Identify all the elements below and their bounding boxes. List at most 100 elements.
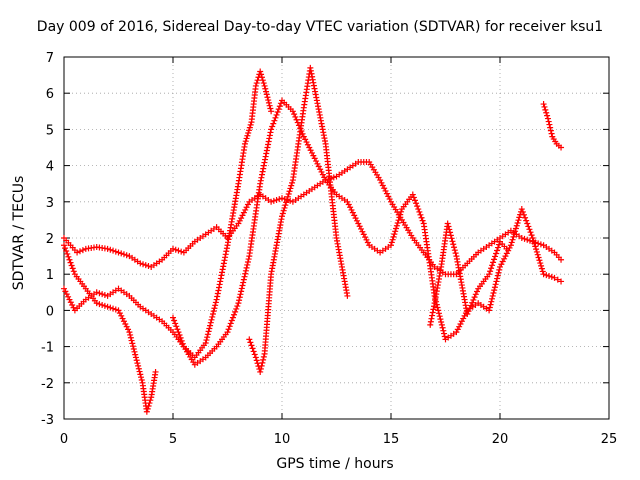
data-point [257, 180, 264, 187]
data-point [449, 238, 456, 245]
data-point [362, 234, 369, 241]
data-point [143, 408, 150, 415]
data-point [306, 144, 313, 151]
data-point [203, 337, 210, 344]
data-point [470, 296, 477, 303]
data-point [263, 147, 270, 154]
data-point [173, 323, 180, 330]
data-point [393, 225, 400, 232]
data-point [317, 166, 324, 173]
data-point [511, 231, 518, 238]
data-point [260, 353, 267, 360]
data-point [142, 262, 149, 269]
data-point [93, 289, 100, 296]
data-point [282, 202, 289, 209]
data-point [430, 303, 437, 310]
data-point [120, 251, 127, 258]
data-point [419, 217, 426, 224]
data-point [440, 327, 447, 334]
data-point [352, 215, 359, 222]
series-track-e [246, 64, 351, 375]
data-point [209, 311, 216, 318]
data-point [540, 271, 547, 278]
data-point [233, 305, 240, 312]
data-point [486, 271, 493, 278]
data-point [222, 251, 229, 258]
data-point [254, 77, 261, 84]
data-point [518, 206, 525, 213]
data-point [123, 323, 130, 330]
data-point [275, 106, 282, 113]
data-point [261, 82, 268, 89]
data-point [236, 217, 243, 224]
data-point [536, 257, 543, 264]
data-point [533, 246, 540, 253]
data-point [224, 329, 231, 336]
data-point [287, 197, 294, 204]
data-point [436, 313, 443, 320]
data-point [472, 291, 479, 298]
data-point [513, 222, 520, 229]
data-point [62, 288, 69, 295]
data-point [104, 245, 111, 252]
data-point [137, 260, 144, 267]
data-point [279, 210, 286, 217]
data-point [385, 193, 392, 200]
data-point [530, 237, 537, 244]
data-point [99, 291, 106, 298]
data-point [258, 74, 265, 81]
data-point [236, 297, 243, 304]
data-point [353, 217, 360, 224]
data-point [172, 320, 179, 327]
data-point [243, 264, 250, 271]
data-point [435, 310, 442, 317]
data-point [321, 174, 328, 181]
data-point [67, 259, 74, 266]
data-point [279, 195, 285, 202]
data-point [267, 105, 274, 112]
data-point [493, 278, 500, 285]
data-point [515, 217, 522, 224]
data-point [509, 236, 516, 243]
data-point [235, 300, 242, 307]
data-point [144, 405, 151, 412]
data-point [486, 304, 493, 311]
data-point [528, 232, 535, 239]
data-point [308, 149, 315, 156]
data-point [63, 248, 70, 255]
data-point [508, 239, 515, 246]
data-point [558, 278, 565, 285]
data-point [137, 371, 144, 378]
data-point [96, 301, 103, 308]
data-point [348, 206, 355, 213]
data-point [176, 332, 183, 339]
data-point [521, 235, 528, 242]
data-point [261, 159, 268, 166]
data-point [267, 129, 274, 136]
data-point [174, 326, 181, 333]
data-point [398, 208, 405, 215]
data-point [264, 94, 271, 101]
data-point [524, 236, 531, 243]
data-point [315, 163, 322, 170]
data-point [548, 273, 555, 280]
data-point [344, 198, 351, 205]
data-point [514, 219, 521, 226]
data-point [451, 244, 458, 251]
data-point [70, 268, 77, 275]
data-point [240, 209, 247, 216]
data-point [66, 296, 73, 303]
data-point [447, 229, 454, 236]
data-point [494, 247, 501, 254]
data-point [452, 250, 459, 257]
data-point [263, 88, 270, 95]
data-point [506, 244, 513, 251]
data-point [260, 356, 267, 363]
data-point [138, 376, 145, 383]
y-tick-label: -3 [41, 413, 54, 428]
data-point [204, 331, 211, 338]
data-point [145, 402, 152, 409]
data-point [179, 340, 186, 347]
data-point [487, 268, 494, 275]
data-point [246, 124, 253, 131]
